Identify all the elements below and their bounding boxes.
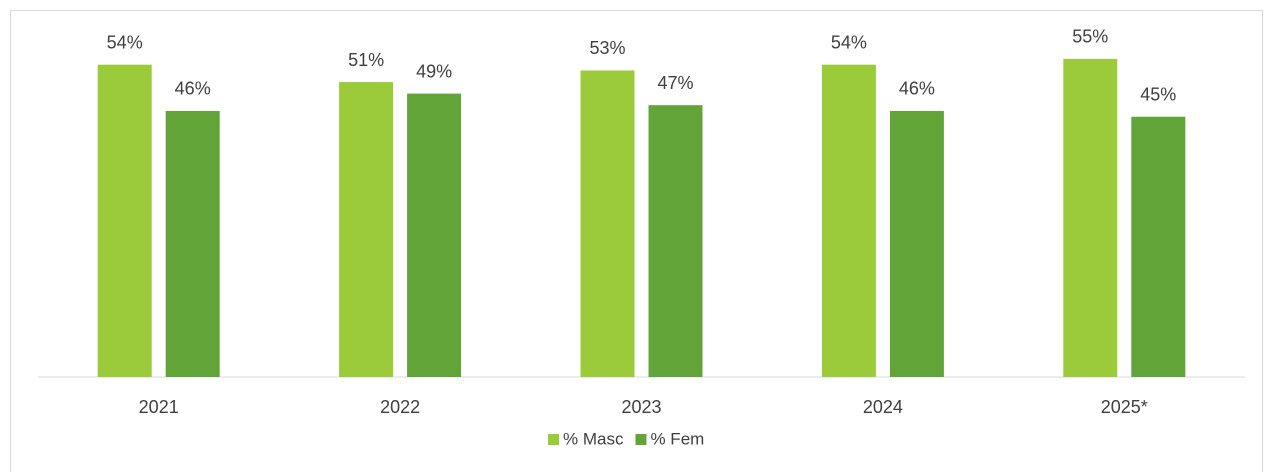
bar <box>339 82 394 378</box>
data-label: 46% <box>899 79 935 99</box>
legend-label: % Masc <box>563 429 624 448</box>
data-label: 51% <box>348 50 384 70</box>
bar <box>407 93 462 377</box>
bar <box>889 110 944 377</box>
data-label: 53% <box>589 38 625 58</box>
data-label: 49% <box>416 61 452 81</box>
bar <box>165 110 220 377</box>
bar <box>97 64 152 377</box>
data-label: 46% <box>175 79 211 99</box>
legend-swatch <box>635 434 647 445</box>
legend-label: % Fem <box>650 429 704 448</box>
bar <box>1131 116 1186 377</box>
data-label: 47% <box>657 73 693 93</box>
x-tick-label: 2024 <box>863 397 903 417</box>
x-tick-label: 2023 <box>621 397 661 417</box>
data-label: 55% <box>1072 27 1108 47</box>
bar <box>648 105 703 377</box>
legend-swatch <box>548 434 559 445</box>
x-tick-label: 2021 <box>139 397 179 417</box>
bar <box>580 70 635 377</box>
x-tick-label: 2022 <box>380 397 420 417</box>
data-label: 45% <box>1140 85 1176 105</box>
data-label: 54% <box>831 32 867 52</box>
bar <box>821 64 876 377</box>
x-tick-label: 2025* <box>1101 397 1148 417</box>
data-label: 54% <box>107 32 143 52</box>
bar <box>1063 58 1118 378</box>
